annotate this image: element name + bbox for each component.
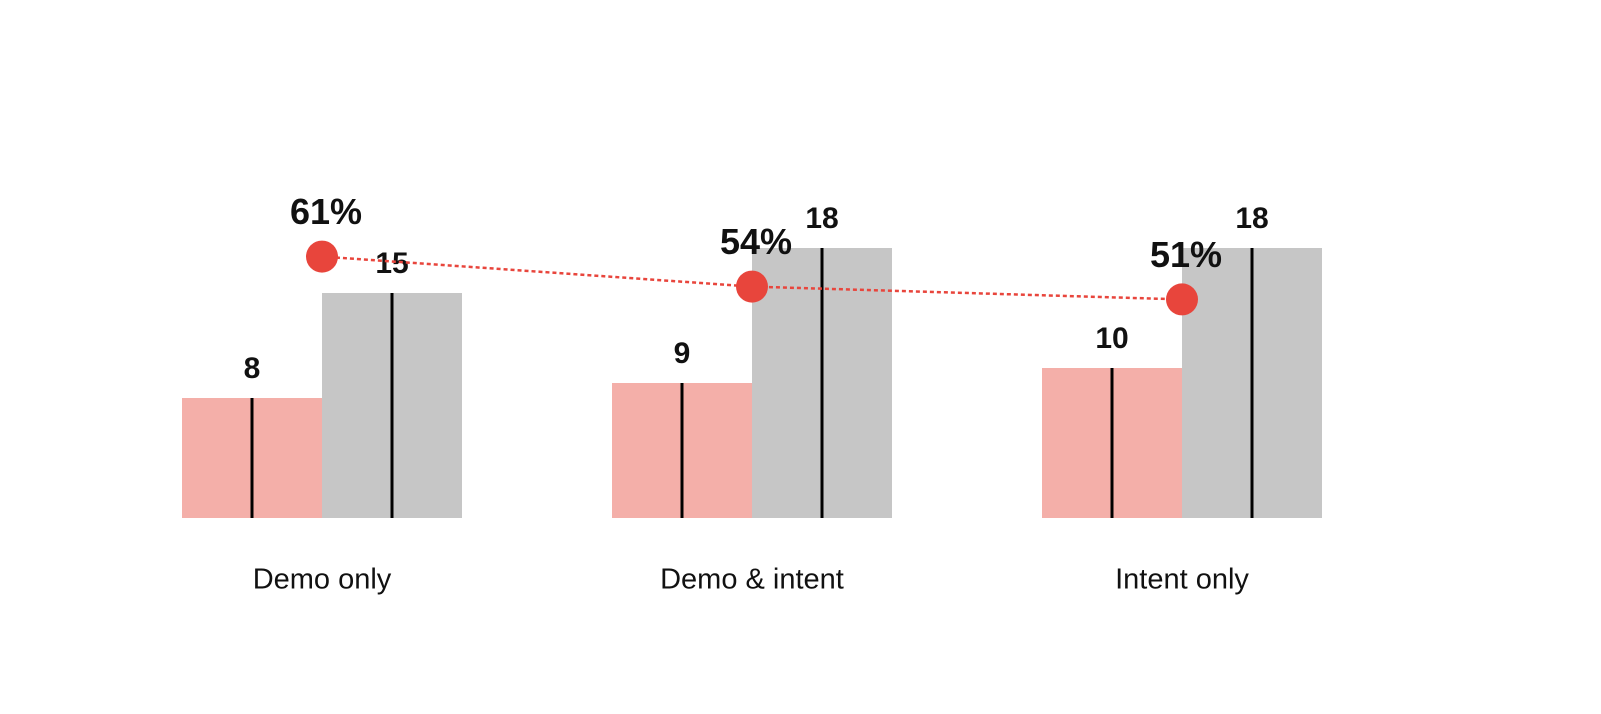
value-label: 10 bbox=[1095, 322, 1128, 355]
x-tick-label: Demo only bbox=[253, 564, 392, 596]
value-label: 18 bbox=[805, 202, 838, 235]
point bbox=[1166, 283, 1198, 316]
value-label: 15 bbox=[375, 247, 408, 280]
x-tick-label: Intent only bbox=[1115, 564, 1249, 596]
point bbox=[736, 270, 768, 303]
value-label: 8 bbox=[244, 352, 261, 385]
value-label: 51% bbox=[1150, 234, 1222, 275]
point bbox=[306, 240, 338, 273]
value-label: 54% bbox=[720, 221, 792, 262]
value-label: 18 bbox=[1235, 202, 1268, 235]
x-tick-label: Demo & intent bbox=[660, 564, 844, 596]
value-label: 9 bbox=[674, 337, 691, 370]
value-label: 61% bbox=[290, 191, 362, 232]
line bbox=[321, 255, 1183, 301]
